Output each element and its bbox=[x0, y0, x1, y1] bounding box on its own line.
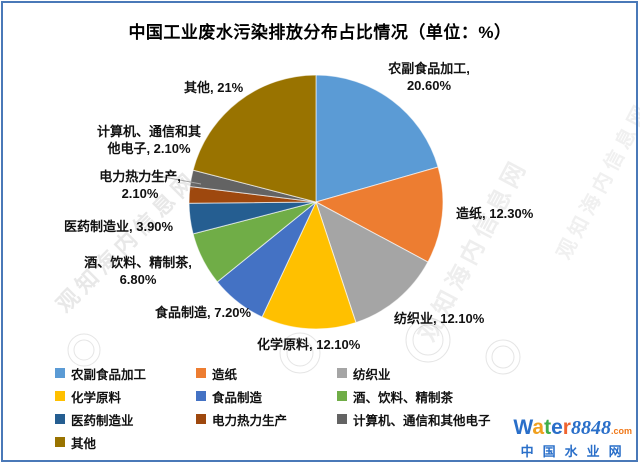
pie-label-value: 他电子, 2.10% bbox=[107, 141, 191, 156]
pie-label: 纺织业, 12.10% bbox=[394, 310, 484, 327]
legend-swatch bbox=[196, 391, 206, 401]
legend-item: 化学原料 bbox=[55, 389, 196, 405]
pie-slice-3 bbox=[261, 200, 357, 330]
legend-swatch bbox=[55, 437, 65, 447]
pie-label: 食品制造, 7.20% bbox=[155, 304, 251, 321]
pie-label-name: 医药制造业, 3.90% bbox=[64, 219, 174, 234]
pie-label-value: 2.10% bbox=[121, 186, 159, 201]
pie-label-name: 其他, 21% bbox=[184, 80, 244, 95]
pie-label: 造纸, 12.30% bbox=[456, 205, 533, 222]
pie-slices bbox=[188, 74, 444, 330]
logo-letter: r bbox=[562, 416, 571, 439]
site-logo-cn: 中国水业网 bbox=[520, 444, 631, 459]
pie-label: 其他, 21% bbox=[184, 79, 243, 96]
legend-item: 纺织业 bbox=[337, 366, 605, 382]
pie-slice-1 bbox=[314, 166, 444, 263]
legend-swatch bbox=[55, 414, 65, 424]
pie-label-name: 酒、饮料、精制茶, bbox=[84, 255, 192, 270]
legend-label: 电力热力生产 bbox=[212, 413, 288, 428]
pie-label-name: 纺织业, 12.10% bbox=[394, 311, 485, 326]
legend-item: 酒、饮料、精制茶 bbox=[337, 389, 605, 405]
pie-label: 酒、饮料、精制茶, 6.80% bbox=[74, 254, 202, 288]
legend-swatch bbox=[196, 414, 206, 424]
legend-item: 食品制造 bbox=[196, 389, 337, 405]
legend: 农副食品加工 造纸 纺织业 化学原料 食品制造 酒、饮料、精制茶 医药制造业 bbox=[55, 366, 605, 451]
pie-label-value: 20.60% bbox=[406, 78, 452, 93]
logo-letter: t bbox=[544, 416, 552, 439]
legend-swatch bbox=[337, 391, 347, 401]
pie-label-name: 农副食品加工, bbox=[388, 61, 470, 76]
logo-letter: W bbox=[513, 416, 533, 439]
pie-label: 计算机、通信和其 他电子, 2.10% bbox=[60, 123, 238, 157]
legend-item: 造纸 bbox=[196, 366, 337, 382]
legend-label: 酒、饮料、精制茶 bbox=[353, 390, 454, 405]
pie-slice-9 bbox=[192, 74, 317, 203]
legend-item: 计算机、通信和其他电子 bbox=[337, 412, 605, 428]
legend-swatch bbox=[55, 368, 65, 378]
logo-letters: Water bbox=[513, 416, 571, 439]
pie-label: 农副食品加工, 20.60% bbox=[368, 60, 490, 94]
legend-label: 纺织业 bbox=[353, 367, 391, 382]
logo-letter: a bbox=[532, 416, 545, 439]
legend-label: 其他 bbox=[71, 436, 97, 451]
pie-label: 化学原料, 12.10% bbox=[257, 336, 360, 353]
legend-item: 农副食品加工 bbox=[55, 366, 196, 382]
chart-title: 中国工业废水污染排放分布占比情况（单位：%） bbox=[128, 23, 512, 42]
legend-item: 其他 bbox=[55, 435, 196, 451]
logo-letter: e bbox=[551, 416, 563, 439]
site-logo-wordmark: Water8848.com bbox=[513, 416, 632, 441]
pie-label-name: 食品制造, 7.20% bbox=[155, 305, 252, 320]
pie-label-value: 6.80% bbox=[119, 272, 157, 287]
legend-label: 造纸 bbox=[212, 367, 238, 382]
pie-label-name: 化学原料, 12.10% bbox=[257, 337, 361, 352]
site-logo: Water8848.com 中国水业网 bbox=[513, 416, 632, 462]
pie-label-name: 造纸, 12.30% bbox=[456, 206, 534, 221]
pie-label: 电力热力生产, 2.10% bbox=[86, 168, 194, 202]
pie-label-name: 电力热力生产, bbox=[99, 169, 181, 184]
logo-number: 8848 bbox=[570, 417, 611, 439]
pie-slice-2 bbox=[315, 200, 429, 324]
pie-label-name: 计算机、通信和其 bbox=[96, 124, 201, 139]
pie-label: 医药制造业, 3.90% bbox=[64, 218, 173, 235]
legend-label: 化学原料 bbox=[71, 390, 122, 405]
legend-swatch bbox=[337, 368, 347, 378]
leader-line bbox=[136, 171, 202, 185]
legend-swatch bbox=[337, 414, 347, 424]
legend-label: 食品制造 bbox=[212, 390, 263, 405]
legend-label: 农副食品加工 bbox=[71, 367, 147, 382]
logo-tld: .com bbox=[610, 426, 632, 436]
watermark-stamps bbox=[67, 317, 521, 375]
legend-swatch bbox=[55, 391, 65, 401]
legend-item: 医药制造业 bbox=[55, 412, 196, 428]
legend-label: 医药制造业 bbox=[71, 413, 134, 428]
pie-slice-0 bbox=[315, 74, 439, 203]
legend-item: 电力热力生产 bbox=[196, 412, 337, 428]
legend-label: 计算机、通信和其他电子 bbox=[353, 413, 491, 428]
legend-swatch bbox=[196, 368, 206, 378]
